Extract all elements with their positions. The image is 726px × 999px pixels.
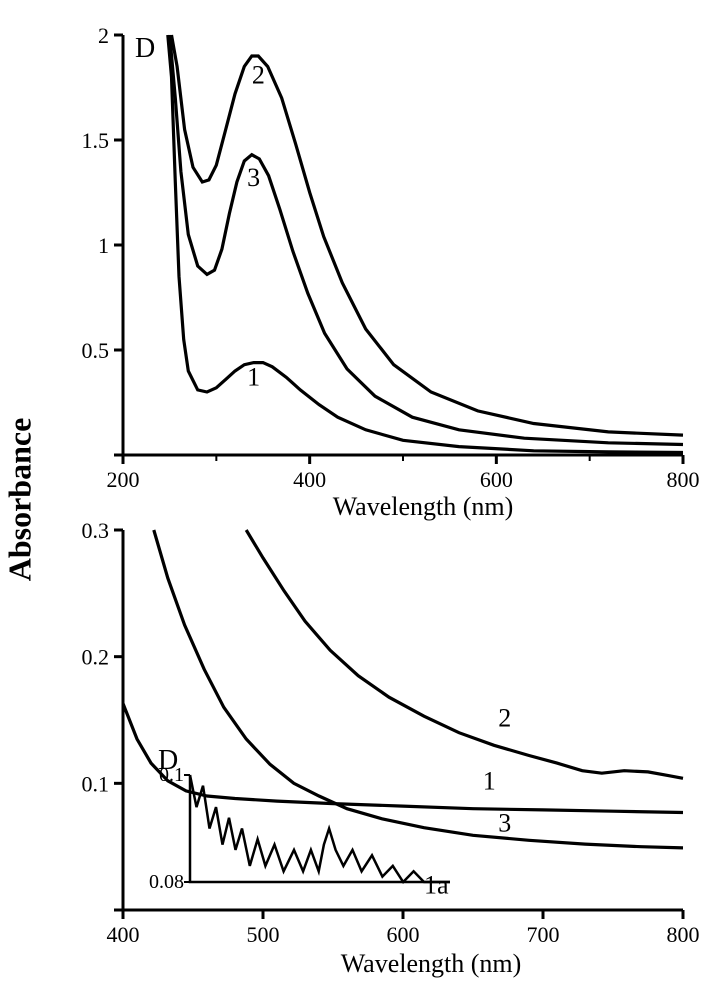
svg-text:2: 2 <box>98 23 109 48</box>
top-panel: 0.511.52200400600800Wavelength (nm)D132 <box>60 28 726 498</box>
svg-text:800: 800 <box>667 467 700 492</box>
bottom-panel: 0.1 0.2 0.3 400 500 600 700 800 Wavelength (nm) 1… <box>60 515 726 975</box>
bottom-curve-1-label: 1 <box>483 767 496 796</box>
svg-text:400: 400 <box>293 467 326 492</box>
svg-text:0.2: 0.2 <box>82 645 110 670</box>
svg-text:500: 500 <box>247 922 280 947</box>
panel-label-D-top: D <box>135 33 155 64</box>
svg-text:0.5: 0.5 <box>82 338 110 363</box>
svg-text:0.3: 0.3 <box>82 518 110 543</box>
bottom-curve-3 <box>154 530 683 848</box>
top-curve-1-label: 1 <box>247 363 260 392</box>
bottom-curve-3-label: 3 <box>498 808 511 837</box>
top-curve-2-label: 2 <box>252 60 265 89</box>
svg-text:200: 200 <box>107 467 140 492</box>
inset-curve-1a <box>190 775 450 882</box>
panel-label-D-inset: D <box>158 745 178 776</box>
svg-text:400: 400 <box>107 922 140 947</box>
bottom-curve-2 <box>246 530 683 778</box>
svg-text:1.5: 1.5 <box>82 128 110 153</box>
svg-text:600: 600 <box>387 922 420 947</box>
inset-curve-1a-label: 1a <box>424 870 449 899</box>
svg-text:1: 1 <box>98 233 109 258</box>
svg-text:800: 800 <box>667 922 700 947</box>
svg-text:700: 700 <box>527 922 560 947</box>
svg-text:0.1: 0.1 <box>82 771 110 796</box>
inset-ytick-0.08: 0.08 <box>149 871 184 893</box>
bottom-curve-2-label: 2 <box>498 703 511 732</box>
figure: Absorbance { "shared": { "ylabel": "Abso… <box>0 0 726 999</box>
svg-text:600: 600 <box>480 467 513 492</box>
y-axis-label-absorbance: Absorbance <box>0 0 50 999</box>
bottom-curve-1 <box>123 704 683 813</box>
top-curve-3-label: 3 <box>247 163 260 192</box>
x-axis-label-bottom: Wavelength (nm) <box>341 949 522 978</box>
